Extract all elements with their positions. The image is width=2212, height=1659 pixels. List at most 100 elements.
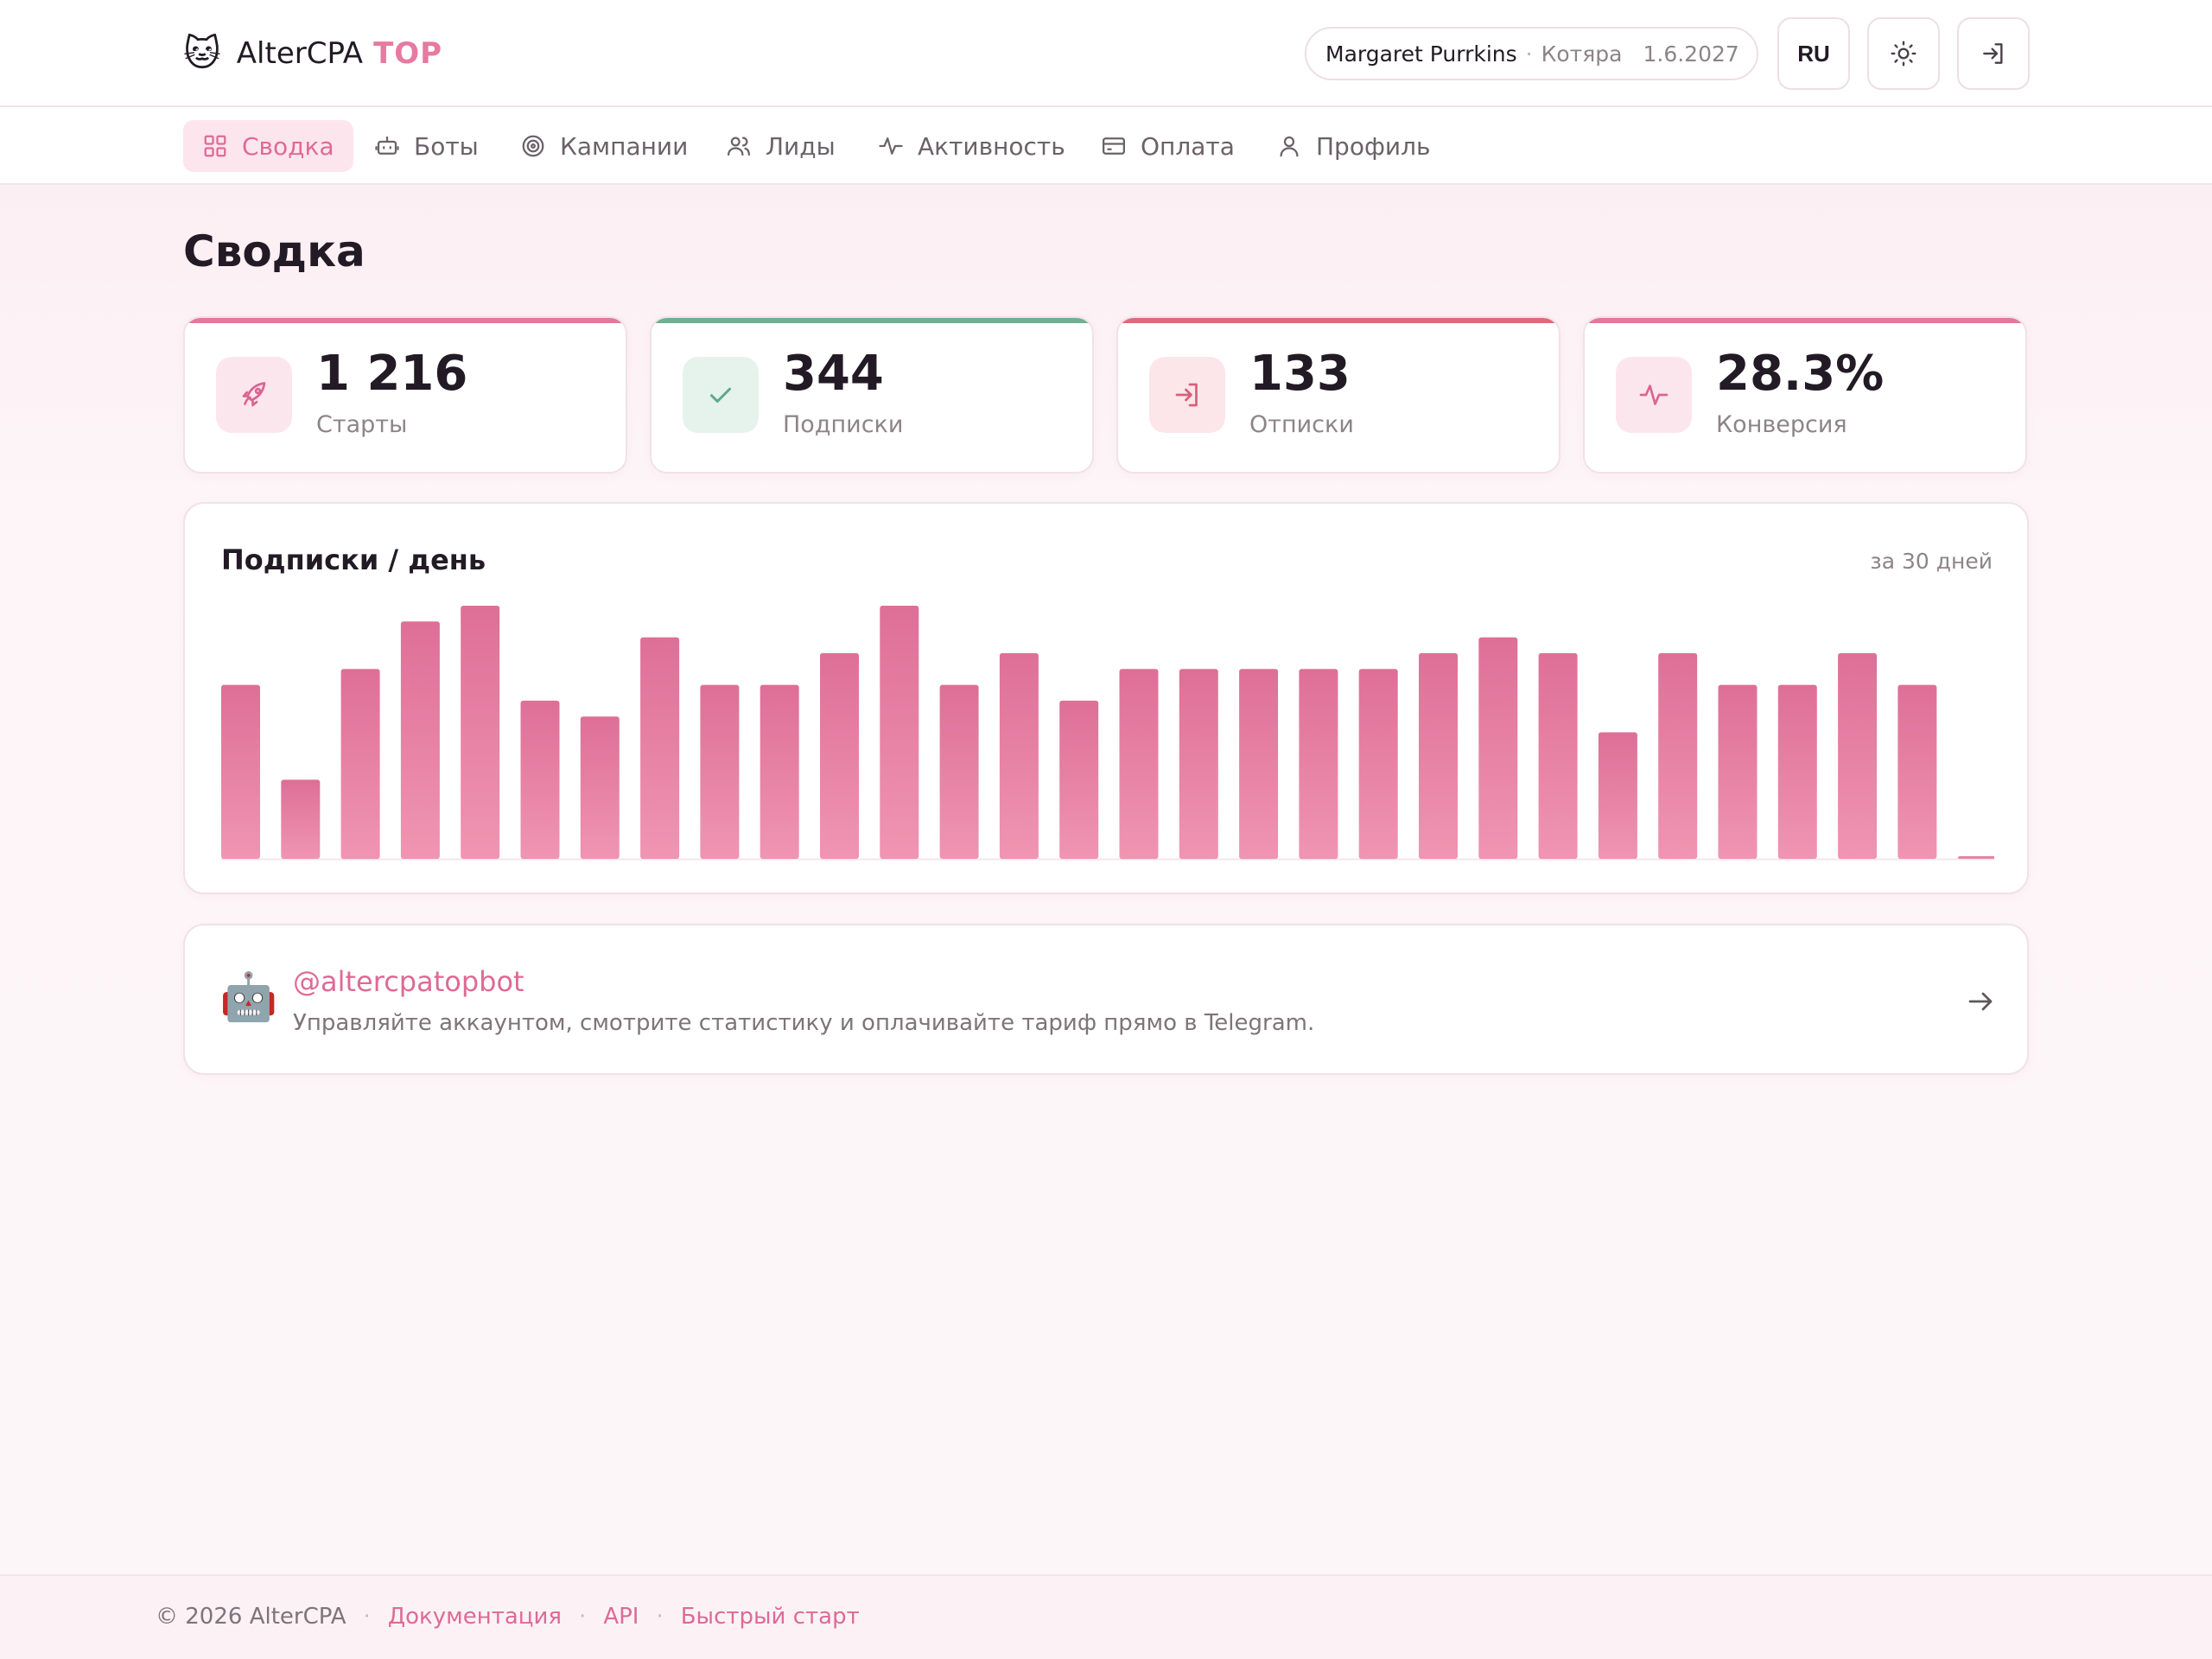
footer-link-docs[interactable]: Документация	[387, 1604, 563, 1630]
chart-bar-day-9[interactable]	[700, 684, 740, 859]
footer-link-quickstart[interactable]: Быстрый старт	[680, 1604, 860, 1630]
chart-bar-day-21[interactable]	[1419, 652, 1458, 859]
user-pill[interactable]: Margaret Purrkins · Котяра 1.6.2027	[1305, 27, 1758, 80]
chart-bar-day-10[interactable]	[760, 684, 799, 859]
footer-row: © 2026 AlterCPA · Документация · API · Б…	[156, 1604, 860, 1630]
nav-item-label: Сводка	[242, 131, 334, 161]
stat-icon-box	[683, 357, 759, 433]
footer-separator: ·	[363, 1604, 371, 1630]
nav-item-activity[interactable]: Активность	[859, 120, 1084, 172]
nav-item-label: Активность	[918, 131, 1065, 161]
app-tag: TOP	[373, 36, 443, 71]
robot-icon	[375, 136, 399, 155]
bot-description: Управляйте аккаунтом, смотрите статистик…	[293, 1010, 1315, 1036]
chart-bar-day-17[interactable]	[1179, 669, 1218, 860]
chart-bar-day-28[interactable]	[1838, 652, 1878, 859]
pulse-icon	[879, 137, 903, 155]
top-bar: 🐱 AlterCPA TOP Margaret Purrkins · Котяр…	[0, 0, 2212, 107]
stat-icon-box	[1149, 357, 1225, 433]
chart-bar-day-27[interactable]	[1777, 684, 1817, 859]
chart-bar-day-6[interactable]	[520, 700, 560, 859]
chart-bar-day-3[interactable]	[340, 669, 380, 860]
nav-item-label: Кампании	[560, 131, 689, 161]
user-separator: ·	[1525, 41, 1533, 67]
chart-bar-day-4[interactable]	[400, 621, 440, 859]
chart-bar-day-15[interactable]	[1059, 700, 1099, 859]
user-icon	[1280, 136, 1299, 157]
chart-bar-day-19[interactable]	[1299, 669, 1338, 860]
target-icon	[522, 135, 544, 157]
chart-bar-day-25[interactable]	[1658, 652, 1698, 859]
stat-card-unsubscriptions: 133 Отписки	[1116, 316, 1560, 474]
nav-item-bots[interactable]: Боты	[355, 120, 498, 172]
nav-item-leads[interactable]: Лиды	[707, 120, 855, 172]
rocket-icon	[242, 382, 266, 407]
nav-item-campaigns[interactable]: Кампании	[501, 120, 707, 172]
bot-handle-link[interactable]: @altercpatopbot	[293, 965, 524, 998]
footer-copyright: © 2026 AlterCPA	[156, 1604, 346, 1630]
stat-value: 344	[783, 346, 884, 402]
language-button[interactable]: RU	[1777, 17, 1850, 90]
stat-card-subscriptions: 344 Подписки	[650, 316, 1094, 474]
stat-value: 28.3%	[1716, 346, 1885, 402]
chart-range-label: за 30 дней	[1870, 549, 1993, 574]
chart-bar-day-20[interactable]	[1358, 669, 1398, 860]
nav-item-label: Лиды	[766, 131, 836, 161]
main-nav: Сводка Боты Кампании Лиды Активность Опл…	[0, 107, 2212, 185]
footer-separator: ·	[656, 1604, 664, 1630]
page-title: Сводка	[183, 226, 365, 276]
chart-bar-day-5[interactable]	[461, 606, 500, 859]
robot-icon: 🤖	[219, 969, 278, 1024]
stat-icon-box	[1616, 357, 1692, 433]
chart-bar-day-7[interactable]	[580, 716, 620, 859]
footer-separator: ·	[579, 1604, 587, 1630]
stat-label: Подписки	[783, 411, 904, 438]
footer-link-api[interactable]: API	[603, 1604, 639, 1630]
user-tariff: Котяра	[1541, 41, 1623, 67]
card-icon	[1103, 137, 1125, 155]
chart-title: Подписки / день	[221, 543, 486, 576]
chart-bar-day-18[interactable]	[1239, 669, 1279, 860]
nav-item-label: Оплата	[1141, 131, 1235, 161]
login-arrow-icon	[1175, 383, 1198, 407]
subscriptions-chart-card: Подписки / день за 30 дней	[183, 502, 2029, 894]
cat-logo-icon: 🐱	[183, 32, 221, 74]
theme-toggle-button[interactable]	[1867, 17, 1940, 90]
check-icon	[710, 387, 731, 403]
chart-bar-day-30[interactable]	[1957, 856, 1994, 859]
stat-card-conversion: 28.3% Конверсия	[1583, 316, 2027, 474]
stat-label: Старты	[316, 411, 408, 438]
stat-label: Отписки	[1249, 411, 1354, 438]
logout-icon	[1983, 43, 2003, 64]
chart-bar-day-14[interactable]	[999, 652, 1039, 859]
users-icon	[728, 137, 750, 156]
stat-value: 133	[1249, 346, 1351, 402]
stat-accent-bar	[185, 318, 626, 323]
nav-item-profile[interactable]: Профиль	[1257, 120, 1450, 172]
chart-bar-day-13[interactable]	[939, 684, 979, 859]
chart-bar-day-8[interactable]	[640, 637, 680, 859]
logout-button[interactable]	[1957, 17, 2030, 90]
nav-item-label: Профиль	[1316, 131, 1431, 161]
arrow-right-icon[interactable]	[1965, 986, 1996, 1017]
chart-bar-day-1[interactable]	[221, 684, 260, 859]
chart-bar-day-26[interactable]	[1718, 684, 1758, 859]
chart-bar-day-23[interactable]	[1538, 652, 1578, 859]
stat-accent-bar	[1118, 318, 1559, 323]
chart-bar-day-16[interactable]	[1119, 669, 1159, 860]
chart-bar-day-11[interactable]	[820, 652, 859, 859]
stat-accent-bar	[1585, 318, 2025, 323]
stat-label: Конверсия	[1716, 411, 1847, 438]
pulse-icon	[1639, 385, 1669, 405]
chart-bar-day-2[interactable]	[281, 779, 321, 859]
telegram-bot-card[interactable]: 🤖 @altercpatopbot Управляйте аккаунтом, …	[183, 924, 2029, 1075]
brand[interactable]: 🐱 AlterCPA TOP	[183, 31, 442, 76]
chart-bar-day-22[interactable]	[1478, 637, 1518, 859]
chart-bar-day-12[interactable]	[880, 606, 919, 859]
nav-item-payment[interactable]: Оплата	[1082, 120, 1254, 172]
chart-bar-day-29[interactable]	[1897, 684, 1937, 859]
nav-item-summary[interactable]: Сводка	[183, 120, 353, 172]
chart-bar-day-24[interactable]	[1598, 732, 1637, 860]
subscriptions-bar-chart	[221, 606, 1994, 861]
tariff-expiry-date: 1.6.2027	[1643, 41, 1739, 67]
